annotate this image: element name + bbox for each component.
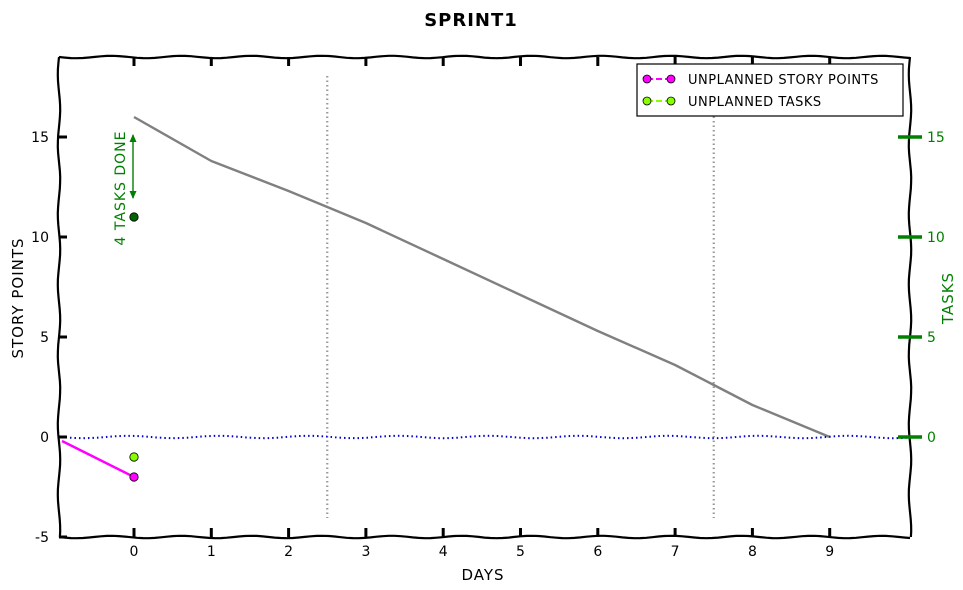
legend-marker-unplanned-story-points (642, 74, 652, 84)
series-line-unplanned-story-points (61, 439, 135, 479)
y-tick-label-left: 15 (31, 130, 49, 146)
y-tick-label-left: 5 (40, 330, 49, 346)
y-tick-label-right: 10 (927, 230, 945, 246)
y-tick-label-right: 0 (927, 430, 936, 446)
y-axis-label: STORY POINTS (9, 237, 27, 358)
axis-left (56, 56, 62, 538)
x-tick-label: 0 (130, 544, 139, 560)
x-tick-label: 4 (439, 544, 448, 560)
axis-bottom (58, 534, 911, 540)
data-point-unplanned-story-points (129, 472, 139, 482)
y-tick-label-left: 0 (40, 430, 49, 446)
legend-marker-unplanned-story-points-end (666, 74, 676, 84)
series-line-remaining-story-points (133, 115, 831, 439)
x-tick-label: 8 (748, 544, 757, 560)
tasks-done-arrow-head-down (129, 191, 137, 199)
legend-label-unplanned-story-points: UNPLANNED STORY POINTS (688, 73, 879, 88)
x-tick-label: 6 (593, 544, 602, 560)
legend-marker-unplanned-tasks (642, 96, 652, 106)
legend-label-unplanned-tasks: UNPLANNED TASKS (688, 95, 822, 110)
x-tick-label: 7 (671, 544, 680, 560)
legend-box (636, 63, 904, 117)
x-tick-label: 1 (207, 544, 216, 560)
y-tick-label-left: -5 (35, 530, 49, 546)
tasks-done-arrow-head-up (129, 134, 137, 142)
x-tick-label: 5 (516, 544, 525, 560)
x-tick-label: 2 (284, 544, 293, 560)
y-axis-right-label: TASKS (939, 272, 957, 325)
data-point-unplanned-tasks (129, 452, 139, 462)
y-tick-label-left: 10 (31, 230, 49, 246)
series-line-zero-baseline (60, 434, 909, 440)
data-point-tasks-done (129, 212, 139, 222)
legend-marker-unplanned-tasks-end (666, 96, 676, 106)
x-tick-label: 3 (361, 544, 370, 560)
y-tick-label-right: 5 (927, 330, 936, 346)
x-axis-label: DAYS (461, 566, 504, 584)
chart-title: SPRINT1 (424, 10, 518, 31)
axis-top (58, 54, 911, 60)
x-tick-label: 9 (825, 544, 834, 560)
plot-area: 0 1 2 3 4 5 6 7 8 9 -5 0 5 10 15 0 5 10 15 (31, 54, 945, 560)
y-tick-label-right: 15 (927, 130, 945, 146)
legend: UNPLANNED STORY POINTS UNPLANNED TASKS (636, 63, 904, 117)
axis-right (907, 56, 913, 538)
tasks-done-annotation: 4 TASKS DONE (113, 131, 129, 246)
